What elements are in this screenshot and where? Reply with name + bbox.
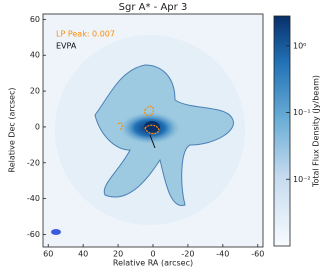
y-tick-label: 40 [30,51,40,60]
colorbar-tick-label: 10⁻² [293,175,311,184]
y-axis-label: Relative Dec (arcsec) [8,88,17,173]
colorbar [273,15,291,247]
x-tick-label: -40 [216,250,229,259]
chart-title: Sgr A* - Apr 3 [119,2,188,13]
colorbar-label: Total Flux Density (Jy/beam) [312,75,321,188]
y-tick-label: 60 [30,15,40,24]
y-tick-label: -20 [27,158,40,167]
x-tick-label: -60 [251,250,264,259]
colorbar-tick-label: 10⁰ [293,41,306,50]
y-tick-label: 0 [35,122,40,131]
x-tick-label: 20 [113,250,123,259]
x-tick-label: -20 [181,250,194,259]
annotation: EVPA [56,42,77,51]
x-tick-label: 60 [43,250,53,259]
x-tick-label: 0 [150,250,155,259]
y-tick-label: -40 [27,194,40,203]
y-tick-label: 20 [30,87,40,96]
x-axis-label: Relative RA (arcsec) [113,259,193,268]
x-tick-label: 40 [78,250,88,259]
y-tick-label: -60 [27,230,40,239]
colorbar-tick-label: 10⁻¹ [293,108,311,117]
image [43,14,263,247]
annotation: LP Peak: 0.007 [56,30,115,39]
